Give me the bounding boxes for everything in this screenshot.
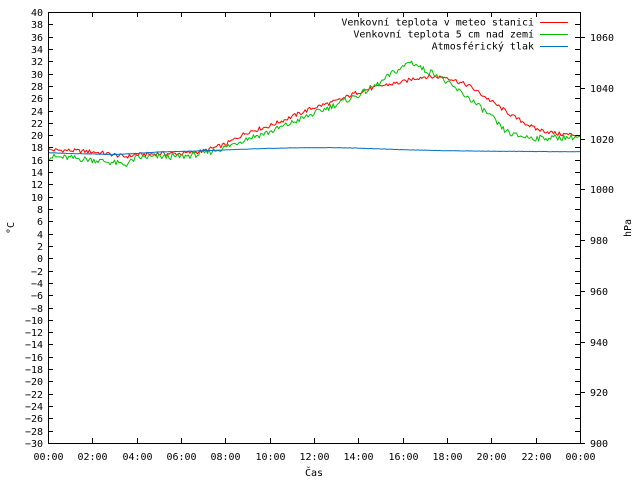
legend: Venkovní teplota v meteo staniciVenkovní… [341,17,568,53]
axis-ticks: −30−28−26−24−22−20−18−16−14−12−10−8−6−4−… [25,8,614,463]
series-layer [47,60,581,167]
y-tick-label: 12 [31,180,43,191]
x-tick-label: 06:00 [166,452,196,463]
legend-label-1: Venkovní teplota v meteo stanici [341,17,534,29]
y-tick-label: −20 [25,377,43,388]
y-tick-label: 6 [37,217,43,228]
y-tick-label: 14 [31,168,43,179]
y-tick-label: −30 [25,439,43,450]
y2-tick-label: 920 [590,388,608,399]
x-tick-label: 12:00 [299,452,329,463]
x-tick-label: 10:00 [255,452,285,463]
y-tick-label: 4 [37,230,43,241]
y2-tick-label: 1060 [590,33,614,44]
y-tick-label: −26 [25,414,43,425]
x-axis-label: Čas [305,466,323,479]
y2-tick-label: 1040 [590,84,614,95]
x-tick-label: 02:00 [77,452,107,463]
y-tick-label: −8 [31,304,43,315]
x-tick-label: 00:00 [33,452,63,463]
x-tick-label: 20:00 [476,452,506,463]
x-tick-label: 18:00 [432,452,462,463]
y-tick-label: 40 [31,8,43,19]
y-tick-label: −12 [25,328,43,339]
y-tick-label: 28 [31,82,43,93]
y-tick-label: −6 [31,291,43,302]
y-tick-label: −10 [25,316,43,327]
y-tick-label: −22 [25,390,43,401]
plot-frame [48,12,581,444]
y-tick-label: 36 [31,33,43,44]
y-tick-label: 30 [31,70,43,81]
y-tick-label: 38 [31,20,43,31]
y2-axis-label: hPa [623,219,634,237]
legend-label-2: Venkovní teplota 5 cm nad zemí [353,29,534,41]
y-tick-label: −28 [25,427,43,438]
x-tick-label: 22:00 [521,452,551,463]
y-tick-label: −16 [25,353,43,364]
y-tick-label: 24 [31,107,43,118]
y2-tick-label: 940 [590,338,608,349]
y2-tick-label: 980 [590,236,608,247]
legend-label-3: Atmosférický tlak [432,41,534,53]
y-tick-label: 0 [37,254,43,265]
y-tick-label: 26 [31,94,43,105]
x-tick-label: 14:00 [343,452,373,463]
y-tick-label: 8 [37,205,43,216]
y-tick-label: −2 [31,267,43,278]
y-tick-label: −24 [25,402,43,413]
y-tick-label: 18 [31,143,43,154]
y-tick-label: 20 [31,131,43,142]
x-tick-label: 00:00 [565,452,595,463]
x-tick-label: 16:00 [388,452,418,463]
y2-tick-label: 1020 [590,135,614,146]
x-tick-label: 08:00 [210,452,240,463]
y-tick-label: 34 [31,45,43,56]
x-tick-label: 04:00 [122,452,152,463]
series-line-3 [48,147,581,156]
y2-tick-label: 1000 [590,185,614,196]
y-tick-label: 10 [31,193,43,204]
y-tick-label: −14 [25,340,43,351]
series-line-2 [47,60,581,167]
y-tick-label: 16 [31,156,43,167]
y-tick-label: 32 [31,57,43,68]
y-tick-label: −18 [25,365,43,376]
y-axis-label: °C [6,222,17,234]
series-line-1 [47,74,581,159]
y2-tick-label: 900 [590,439,608,450]
y-tick-label: 22 [31,119,43,130]
y2-tick-label: 960 [590,287,608,298]
y-tick-label: −4 [31,279,43,290]
y-tick-label: 2 [37,242,43,253]
